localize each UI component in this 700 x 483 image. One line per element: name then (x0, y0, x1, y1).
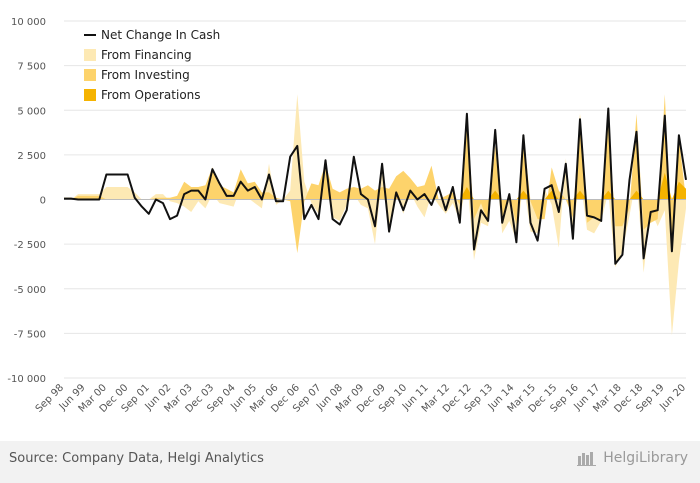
legend-swatch (84, 69, 96, 81)
legend: Net Change In Cash From Financing From Inv… (84, 28, 220, 102)
legend-swatch (84, 49, 96, 61)
y-tick-label: 10 000 (11, 17, 46, 28)
legend-swatch (84, 89, 96, 101)
library-icon (577, 452, 597, 466)
area-from-financing (64, 94, 686, 336)
legend-item: Net Change In Cash (84, 28, 220, 42)
y-axis: 10 000 7 500 5 000 2 500 0 -2 500 -5 000 -7 500… (7, 17, 46, 385)
brand-name: HelgiLibrary (603, 450, 688, 466)
y-tick-label: -10 000 (7, 374, 46, 385)
net-change-polyline (64, 107, 687, 265)
y-tick-label: 2 500 (17, 151, 46, 162)
legend-item: From Operations (84, 88, 201, 102)
source-note: Source: Company Data, Helgi Analytics (9, 451, 264, 466)
y-tick-label: -2 500 (14, 240, 46, 251)
legend-label: From Operations (101, 88, 201, 102)
legend-item: From Financing (84, 48, 192, 62)
legend-label: From Investing (101, 68, 190, 82)
legend-label: Net Change In Cash (101, 28, 220, 42)
y-tick-label: 5 000 (17, 106, 46, 117)
y-tick-label: 7 500 (17, 62, 46, 73)
brand-logo[interactable]: HelgiLibrary (577, 450, 688, 466)
grid (64, 20, 686, 379)
net-change-line (64, 107, 687, 265)
y-tick-label: -5 000 (14, 285, 46, 296)
x-tick-label: Sep 98 (34, 382, 66, 414)
area-layers (64, 94, 686, 336)
chart: 10 000 7 500 5 000 2 500 0 -2 500 -5 000 -7 500… (7, 17, 688, 415)
y-tick-label: 0 (40, 196, 46, 207)
y-tick-label: -7 500 (14, 329, 46, 340)
legend-label: From Financing (101, 48, 192, 62)
footer: Source: Company Data, Helgi Analytics He… (0, 441, 700, 483)
legend-item: From Investing (84, 68, 190, 82)
